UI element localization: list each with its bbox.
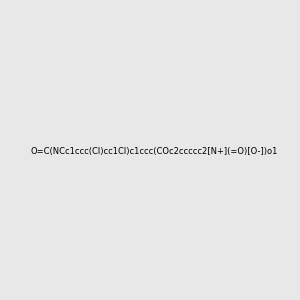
Text: O=C(NCc1ccc(Cl)cc1Cl)c1ccc(COc2ccccc2[N+](=O)[O-])o1: O=C(NCc1ccc(Cl)cc1Cl)c1ccc(COc2ccccc2[N+… <box>30 147 278 156</box>
